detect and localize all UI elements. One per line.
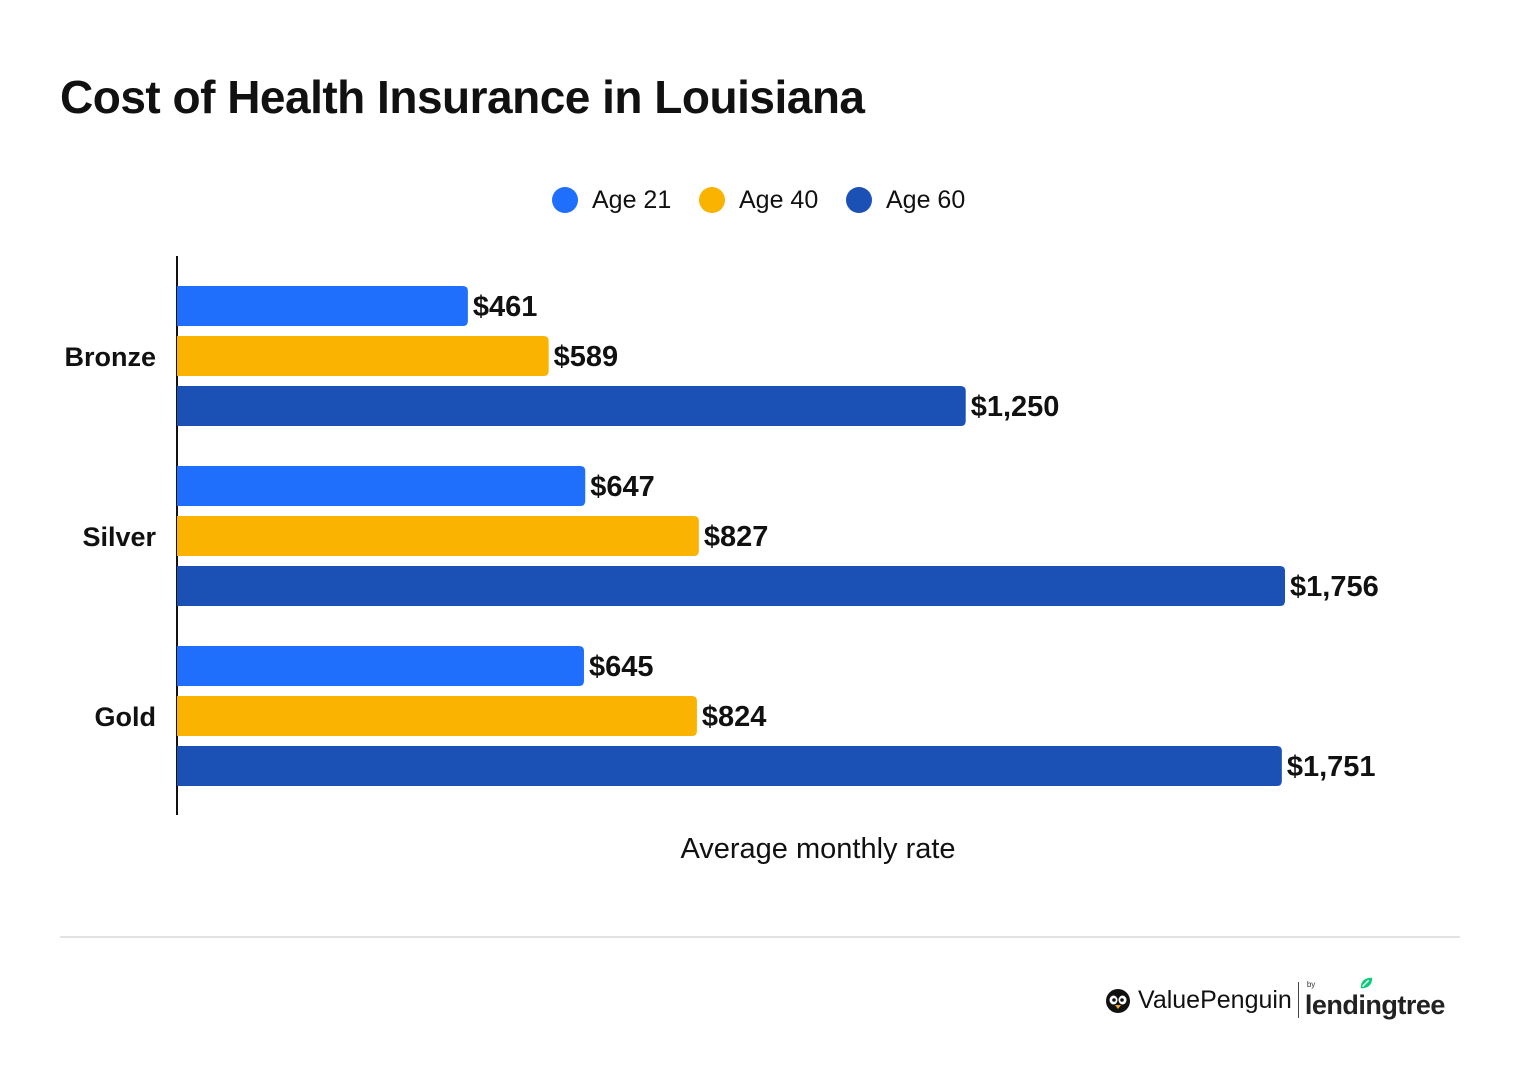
legend-marker-1 — [552, 187, 578, 213]
legend-marker-3 — [846, 187, 872, 213]
legend-label-3: Age 60 — [886, 186, 965, 214]
legend-label-1: Age 21 — [592, 186, 671, 214]
data-label-gold-1: $645 — [589, 651, 654, 683]
data-label-bronze-2: $589 — [554, 341, 619, 373]
divider — [60, 936, 1460, 938]
lendingtree-wordmark: by lendingtree — [1304, 977, 1446, 1020]
bar-silver-3 — [177, 566, 1285, 606]
x-axis-label: Average monthly rate — [680, 833, 955, 865]
bar-gold-3 — [177, 746, 1282, 786]
logo-separator — [1297, 982, 1299, 1018]
legend-marker-2 — [699, 187, 725, 213]
bar-gold-2 — [177, 696, 697, 736]
bar-silver-2 — [177, 516, 699, 556]
bar-silver-1 — [177, 466, 586, 506]
brand-logo: ValuePenguin by lendingtree — [1104, 977, 1446, 1022]
chart-title: Cost of Health Insurance in Louisiana — [60, 71, 865, 123]
legend-label-2: Age 40 — [739, 186, 818, 214]
penguin-icon — [1106, 989, 1130, 1013]
data-label-bronze-1: $461 — [473, 291, 538, 323]
bar-bronze-1 — [177, 286, 468, 326]
data-label-silver-1: $647 — [590, 471, 655, 503]
data-label-gold-3: $1,751 — [1287, 751, 1376, 783]
data-label-silver-3: $1,756 — [1290, 571, 1379, 603]
valuepenguin-wordmark: ValuePenguin — [1138, 986, 1292, 1014]
by-label: by — [1306, 980, 1316, 989]
bar-gold-1 — [177, 646, 584, 686]
category-label-bronze: Bronze — [64, 342, 156, 372]
category-label-gold: Gold — [95, 702, 157, 732]
leaf-icon — [1360, 977, 1372, 989]
data-label-silver-2: $827 — [704, 521, 769, 553]
lendingtree-label: lendingtree — [1304, 990, 1446, 1020]
data-label-gold-2: $824 — [702, 701, 767, 733]
data-label-bronze-3: $1,250 — [971, 391, 1060, 423]
bar-bronze-2 — [177, 336, 549, 376]
bar-chart: Age 21 Age 40 Age 60 Bronze $461 $589 $1,250 Si… — [64, 186, 1379, 865]
category-label-silver: Silver — [82, 522, 156, 552]
bar-bronze-3 — [177, 386, 966, 426]
